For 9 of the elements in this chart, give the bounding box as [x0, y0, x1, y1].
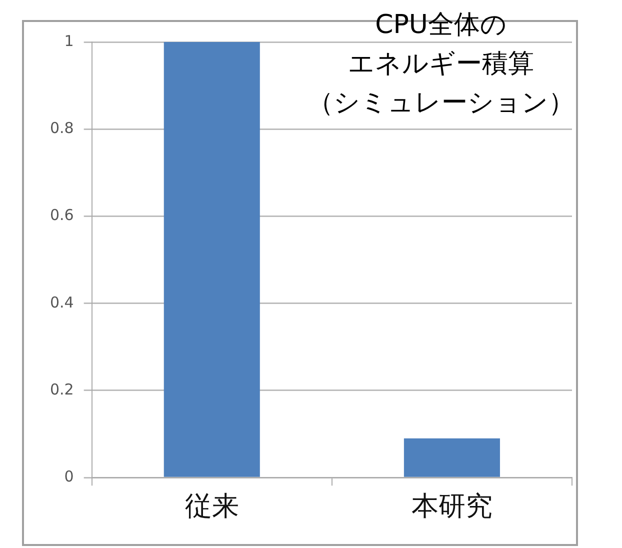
x-tick-label: 本研究 — [411, 490, 492, 522]
y-tick-label: 0 — [64, 467, 74, 486]
y-tick-label: 0.4 — [50, 293, 74, 312]
x-tick-label: 従来 — [184, 490, 239, 522]
y-tick-label: 0.2 — [50, 380, 74, 398]
y-tick-label: 0.6 — [50, 206, 74, 224]
chart-title: CPU全体のエネルギー積算（シミュレーション） — [306, 9, 576, 120]
y-tick-label: 1 — [64, 32, 74, 50]
y-tick-label: 0.8 — [50, 119, 74, 138]
